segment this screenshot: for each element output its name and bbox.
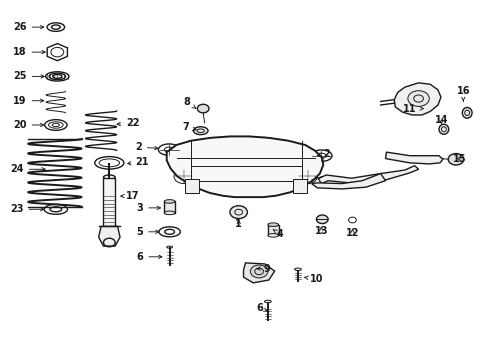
- Text: 14: 14: [434, 115, 447, 125]
- Ellipse shape: [193, 127, 207, 135]
- Circle shape: [250, 265, 267, 278]
- Ellipse shape: [264, 300, 271, 303]
- Polygon shape: [166, 136, 323, 197]
- Text: 3: 3: [136, 203, 160, 213]
- Text: 4: 4: [273, 229, 282, 239]
- Circle shape: [407, 91, 428, 107]
- Text: 20: 20: [13, 120, 44, 130]
- Ellipse shape: [461, 108, 471, 118]
- Text: 12: 12: [345, 228, 359, 238]
- Text: 21: 21: [127, 157, 149, 167]
- Ellipse shape: [267, 234, 278, 237]
- Text: 5: 5: [136, 227, 159, 237]
- Ellipse shape: [257, 138, 269, 144]
- Text: 10: 10: [304, 274, 323, 284]
- Text: 24: 24: [10, 164, 45, 174]
- Polygon shape: [311, 174, 385, 189]
- Polygon shape: [385, 152, 442, 164]
- Circle shape: [316, 215, 327, 224]
- Ellipse shape: [294, 268, 301, 271]
- Bar: [103, 178, 115, 226]
- Text: 2: 2: [317, 149, 329, 159]
- Circle shape: [447, 154, 463, 165]
- Text: 1: 1: [235, 219, 242, 229]
- Polygon shape: [393, 83, 440, 115]
- Text: 6: 6: [256, 303, 266, 313]
- Text: 25: 25: [13, 71, 44, 81]
- Polygon shape: [243, 263, 274, 283]
- Ellipse shape: [438, 124, 448, 134]
- Circle shape: [229, 206, 247, 219]
- Ellipse shape: [164, 211, 175, 215]
- Text: 19: 19: [13, 96, 44, 106]
- Circle shape: [197, 104, 208, 113]
- Polygon shape: [99, 226, 120, 246]
- Text: 11: 11: [402, 104, 423, 113]
- Text: 23: 23: [10, 204, 44, 214]
- Ellipse shape: [267, 223, 278, 226]
- Text: 26: 26: [13, 22, 44, 32]
- Bar: [185, 179, 199, 193]
- Text: 2: 2: [135, 142, 158, 152]
- Ellipse shape: [164, 200, 175, 203]
- Bar: [164, 202, 175, 213]
- Text: 9: 9: [256, 264, 269, 274]
- Text: 17: 17: [120, 191, 139, 201]
- Polygon shape: [318, 166, 418, 184]
- Bar: [292, 179, 306, 193]
- Text: 15: 15: [452, 154, 465, 163]
- Text: 13: 13: [314, 226, 327, 236]
- Ellipse shape: [166, 246, 172, 248]
- Text: 22: 22: [117, 118, 139, 128]
- Text: 6: 6: [136, 252, 162, 262]
- Text: 8: 8: [183, 97, 196, 108]
- Bar: [267, 225, 278, 235]
- Text: 18: 18: [13, 47, 45, 57]
- Text: 7: 7: [183, 122, 196, 132]
- Ellipse shape: [220, 138, 232, 144]
- Text: 16: 16: [456, 86, 469, 101]
